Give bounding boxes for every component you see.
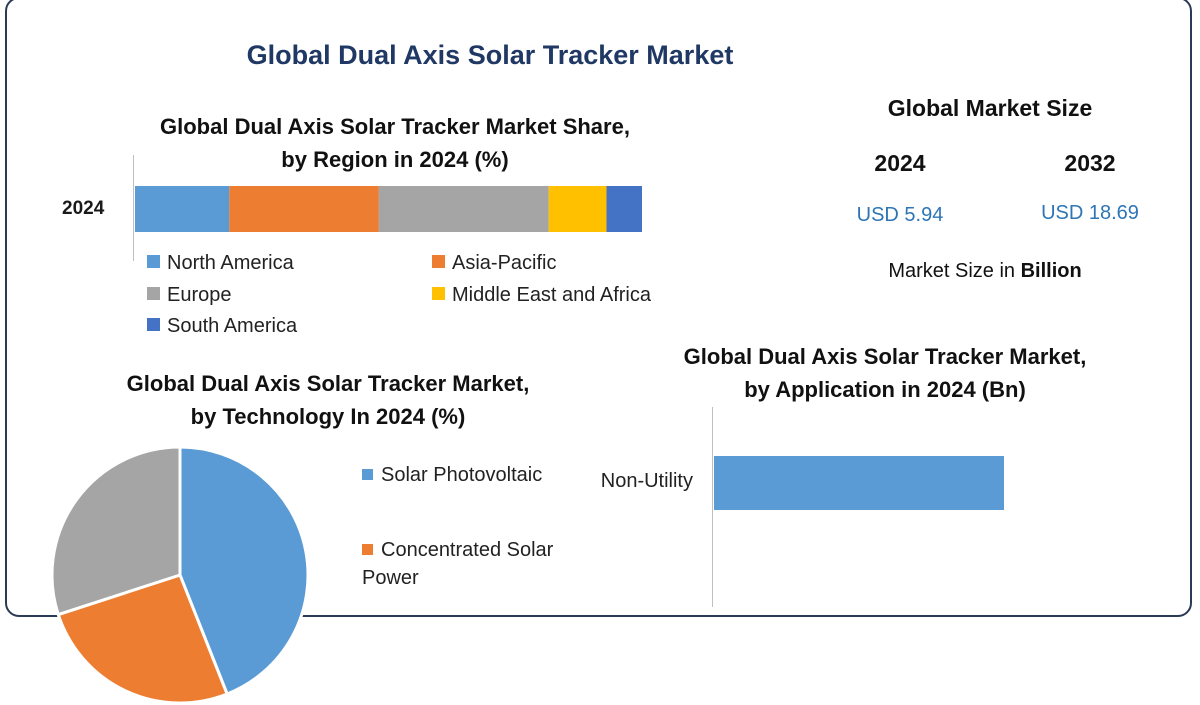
solar-pv-swatch: [362, 469, 373, 480]
legend-swatch: [147, 318, 160, 331]
region-legend-item: Europe: [147, 284, 232, 307]
application-chart-title-line-1: Global Dual Axis Solar Tracker Market,: [683, 344, 1087, 369]
pie-slice-other: [50, 445, 182, 617]
legend-swatch: [432, 255, 445, 268]
application-category-label: Non-Utility: [600, 470, 693, 492]
region-legend-item: Asia-Pacific: [432, 252, 556, 275]
legend-label: South America: [167, 315, 298, 337]
application-bar-non-utility: [714, 456, 1004, 510]
csp-label: Concentrated Solar Power: [362, 539, 554, 589]
legend-label: North America: [167, 252, 294, 274]
region-chart-axis: [133, 155, 134, 261]
technology-chart-title-line-2: by Technology In 2024 (%): [190, 404, 466, 429]
solar-pv-label: Solar Photovoltaic: [381, 464, 543, 486]
region-segment-south-america: [606, 186, 642, 232]
market-size-heading: Global Market Size: [887, 95, 1093, 121]
market-size-unit-bold: Billion: [1020, 260, 1082, 282]
technology-chart-title-line-1: Global Dual Axis Solar Tracker Market,: [126, 371, 530, 396]
region-segment-asia-pacific: [229, 186, 379, 232]
market-size-year-2032: 2032: [1064, 150, 1116, 176]
region-legend-item: North America: [147, 252, 294, 275]
pie-legend-item-csp: Concentrated Solar Power: [362, 536, 572, 592]
market-size-year-2024: 2024: [874, 150, 926, 176]
legend-swatch: [432, 287, 445, 300]
region-legend-item: Middle East and Africa: [432, 284, 651, 307]
legend-swatch: [147, 287, 160, 300]
technology-pie: [50, 445, 310, 705]
application-chart-axis: [712, 407, 713, 607]
region-segment-north-america: [135, 186, 230, 232]
technology-chart-title: Global Dual Axis Solar Tracker Market, b…: [28, 367, 628, 433]
application-bar-area: [714, 456, 1004, 510]
csp-swatch: [362, 544, 373, 555]
application-chart-title-line-2: by Application in 2024 (Bn): [744, 377, 1026, 402]
region-chart-title: Global Dual Axis Solar Tracker Market Sh…: [95, 110, 695, 176]
region-legend-item: South America: [147, 315, 297, 338]
application-chart-title: Global Dual Axis Solar Tracker Market, b…: [585, 340, 1185, 406]
legend-swatch: [147, 255, 160, 268]
market-size-unit-prefix: Market Size in: [888, 260, 1021, 282]
region-segment-europe: [378, 186, 549, 232]
region-category-label: 2024: [62, 198, 105, 219]
legend-label: Europe: [167, 284, 232, 306]
market-size-value-2032: USD 18.69: [1041, 202, 1139, 224]
region-chart-title-line-2: by Region in 2024 (%): [281, 147, 509, 172]
legend-label: Middle East and Africa: [452, 284, 651, 306]
market-size-unit-note: Market Size in Billion: [840, 260, 1130, 283]
market-size-value-2024: USD 5.94: [856, 204, 944, 226]
region-chart-title-line-1: Global Dual Axis Solar Tracker Market Sh…: [160, 114, 630, 139]
legend-label: Asia-Pacific: [452, 252, 557, 274]
region-segment-middle-east-and-africa: [548, 186, 607, 232]
page-title: Global Dual Axis Solar Tracker Market: [246, 40, 734, 70]
region-stacked-bar: [135, 186, 642, 232]
pie-legend-item-solar-pv: Solar Photovoltaic: [362, 461, 572, 489]
